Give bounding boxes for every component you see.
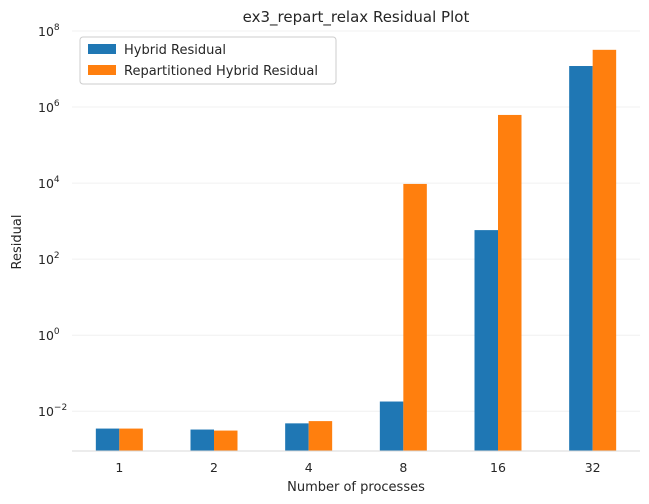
legend-label: Repartitioned Hybrid Residual [124, 64, 318, 79]
x-tick-label: 2 [210, 460, 218, 475]
bar-hybrid-8 [379, 401, 404, 451]
legend: Hybrid Residual Repartitioned Hybrid Resi… [79, 36, 337, 85]
bar-repartitioned-2 [214, 430, 238, 451]
legend-swatch [88, 65, 116, 75]
legend-swatch [88, 44, 116, 54]
bar-repartitioned-16 [498, 114, 522, 452]
y-tick-label: 100 [38, 327, 60, 343]
x-tick-label: 8 [399, 460, 407, 475]
bar-repartitioned-4 [308, 421, 333, 451]
chart-title: ex3_repart_relax Residual Plot [243, 8, 470, 27]
bar-repartitioned-32 [592, 49, 617, 451]
y-tick-label: 106 [38, 99, 60, 115]
bar-repartitioned-8 [403, 183, 427, 451]
bar-hybrid-4 [285, 423, 309, 451]
x-axis-label: Number of processes [287, 480, 425, 495]
bar-hybrid-32 [569, 66, 593, 452]
legend-box [79, 36, 337, 85]
bar-hybrid-1 [95, 428, 120, 451]
bar-hybrid-2 [190, 429, 214, 451]
x-tick-labels: 1 2 4 8 16 32 [115, 460, 600, 475]
x-tick-label: 1 [115, 460, 123, 475]
y-tick-label: 10−2 [38, 403, 67, 419]
bars-group [95, 49, 617, 452]
y-axis-label: Residual [10, 215, 25, 270]
x-tick-label: 32 [585, 460, 601, 475]
x-tick-label: 16 [490, 460, 506, 475]
y-tick-label: 104 [38, 175, 60, 191]
bar-repartitioned-1 [119, 428, 143, 451]
grid-lines [72, 30, 640, 412]
x-tick-label: 4 [305, 460, 313, 475]
y-tick-labels: 10−2 100 102 104 106 108 [38, 23, 67, 419]
legend-label: Hybrid Residual [124, 43, 226, 58]
y-tick-label: 108 [38, 23, 60, 39]
bar-hybrid-16 [474, 230, 498, 451]
y-tick-label: 102 [38, 251, 60, 267]
